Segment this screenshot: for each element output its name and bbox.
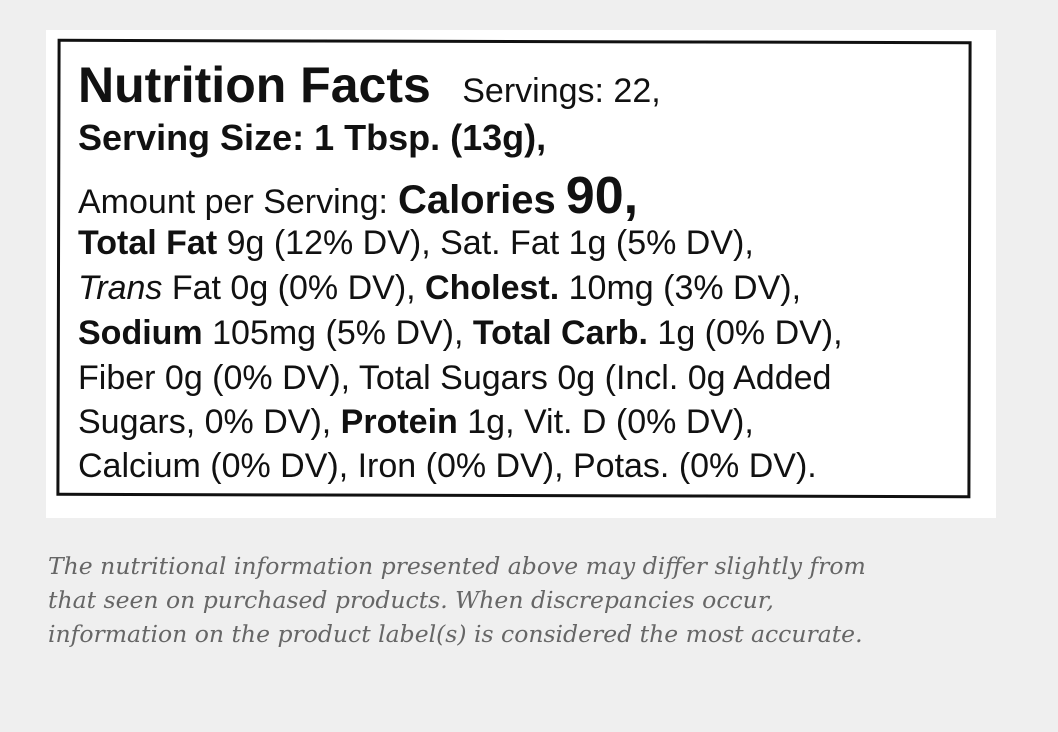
- calories-label: Calories: [397, 178, 556, 222]
- label-line: Trans Fat 0g (0% DV), Cholest. 10mg (3% …: [78, 271, 801, 305]
- label-line: Nutrition Facts Servings: 22,: [78, 60, 661, 110]
- serving-size: Serving Size: 1 Tbsp. (13g),: [78, 117, 547, 158]
- disclaimer-line: information on the product label(s) is c…: [48, 620, 863, 648]
- nutrient-value: 1g, Vit. D (0% DV),: [467, 403, 754, 441]
- disclaimer-line: The nutritional information presented ab…: [48, 552, 866, 580]
- amount-label: Amount per Serving:: [78, 183, 388, 221]
- label-line: Sodium 105mg (5% DV), Total Carb. 1g (0%…: [78, 316, 843, 350]
- label-line: Total Fat 9g (12% DV), Sat. Fat 1g (5% D…: [78, 226, 754, 260]
- nutrient-value: Fiber 0g (0% DV), Total Sugars 0g (Incl.…: [78, 359, 832, 397]
- nutrient-value: 105mg (5% DV),: [212, 314, 464, 352]
- label-title: Nutrition Facts: [78, 57, 431, 113]
- disclaimer-line: that seen on purchased products. When di…: [48, 586, 774, 614]
- nutrient-name: Trans: [78, 269, 163, 307]
- nutrient-value: 9g (12% DV), Sat. Fat 1g (5% DV),: [226, 224, 754, 262]
- calories-value: 90,: [565, 167, 639, 225]
- nutrient-name: Cholest.: [425, 269, 560, 307]
- label-line: Fiber 0g (0% DV), Total Sugars 0g (Incl.…: [78, 361, 831, 395]
- nutrient-value: Fat 0g (0% DV),: [171, 269, 416, 307]
- label-line: Sugars, 0% DV), Protein 1g, Vit. D (0% D…: [78, 405, 754, 439]
- servings: Servings: 22,: [462, 72, 661, 110]
- nutrient-value: Calcium (0% DV), Iron (0% DV), Potas. (0…: [78, 447, 817, 485]
- label-line: Calcium (0% DV), Iron (0% DV), Potas. (0…: [78, 449, 817, 483]
- nutrient-value: 10mg (3% DV),: [568, 269, 802, 307]
- label-line: Serving Size: 1 Tbsp. (13g),: [78, 120, 546, 156]
- nutrient-value: Sugars, 0% DV),: [78, 403, 332, 441]
- label-line: Amount per Serving: Calories 90,: [78, 170, 638, 222]
- nutrient-name: Sodium: [78, 314, 203, 352]
- label-panel: Nutrition Facts Servings: 22, Serving Si…: [46, 30, 996, 518]
- nutrient-name: Protein: [340, 403, 458, 441]
- nutrient-name: Total Carb.: [472, 314, 648, 352]
- nutrient-name: Total Fat: [78, 224, 218, 262]
- nutrient-value: 1g (0% DV),: [657, 314, 843, 352]
